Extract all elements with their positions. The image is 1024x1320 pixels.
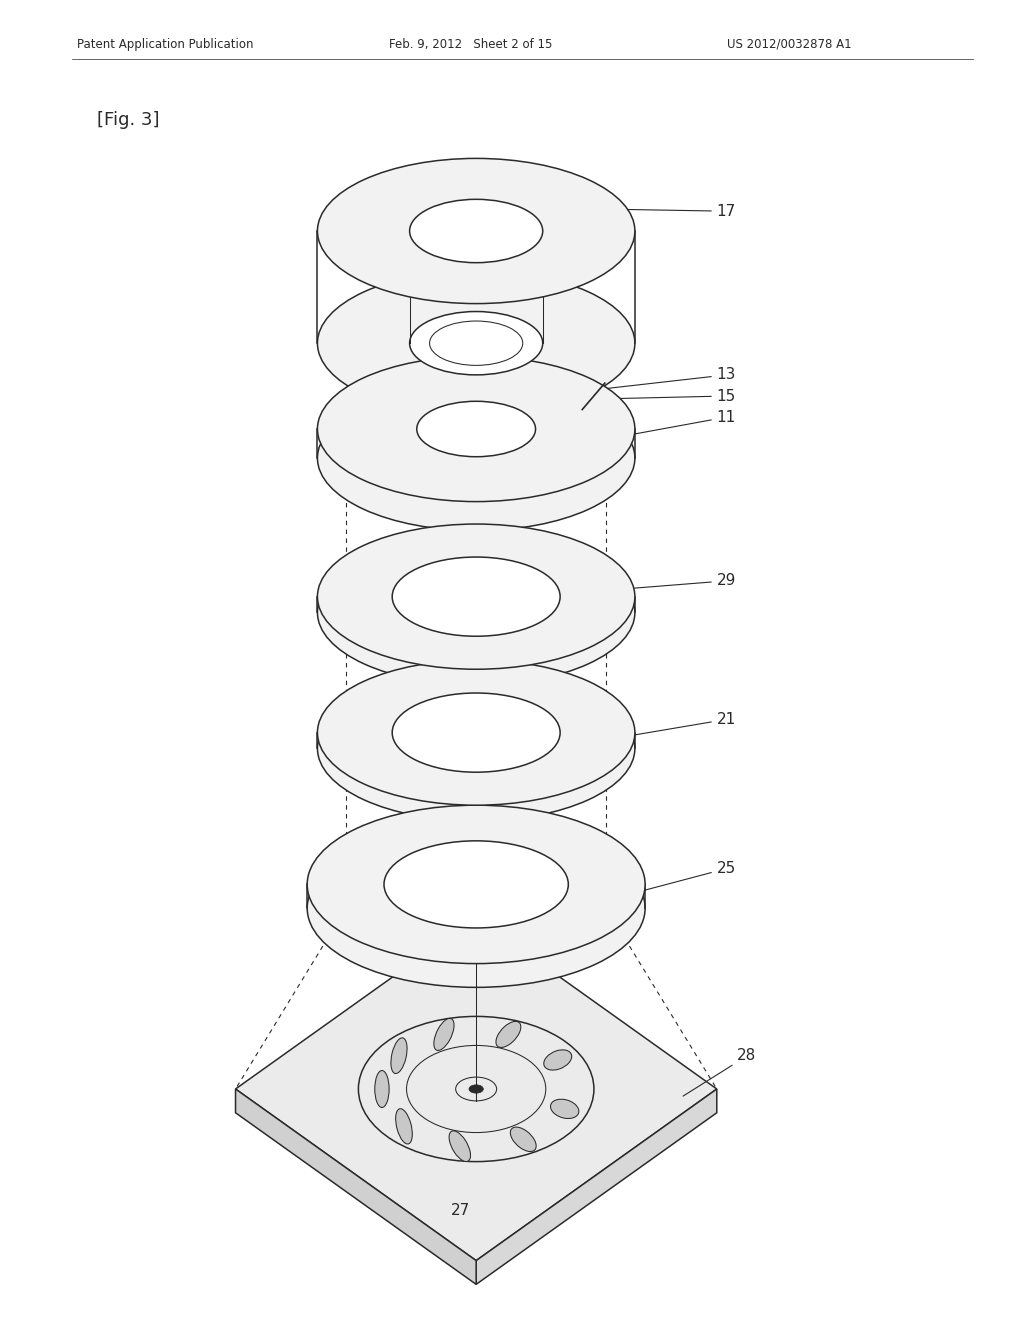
Ellipse shape [384, 865, 568, 952]
Ellipse shape [307, 829, 645, 987]
Ellipse shape [496, 1022, 521, 1048]
Ellipse shape [392, 557, 560, 636]
Text: [Fig. 3]: [Fig. 3] [97, 111, 160, 129]
Polygon shape [236, 1089, 476, 1284]
Polygon shape [476, 1089, 717, 1284]
Ellipse shape [307, 805, 645, 964]
Ellipse shape [317, 271, 635, 416]
Ellipse shape [317, 540, 635, 685]
Text: 15: 15 [601, 388, 736, 404]
Ellipse shape [375, 1071, 389, 1107]
Text: 29: 29 [622, 573, 736, 589]
Text: 21: 21 [630, 711, 736, 735]
Text: Feb. 9, 2012   Sheet 2 of 15: Feb. 9, 2012 Sheet 2 of 15 [389, 37, 553, 50]
Text: US 2012/0032878 A1: US 2012/0032878 A1 [727, 37, 852, 50]
Ellipse shape [391, 1038, 408, 1073]
Ellipse shape [317, 676, 635, 821]
Ellipse shape [395, 1109, 413, 1144]
Text: 17: 17 [613, 203, 736, 219]
Polygon shape [236, 917, 717, 1261]
Ellipse shape [469, 1085, 483, 1093]
Ellipse shape [410, 199, 543, 263]
Ellipse shape [317, 158, 635, 304]
Ellipse shape [384, 841, 568, 928]
Ellipse shape [417, 430, 536, 486]
Ellipse shape [417, 401, 536, 457]
Ellipse shape [450, 1131, 470, 1162]
Ellipse shape [392, 573, 560, 652]
Text: 27: 27 [452, 1203, 470, 1218]
Ellipse shape [510, 1127, 537, 1151]
Ellipse shape [551, 1100, 579, 1118]
Ellipse shape [317, 385, 635, 531]
Ellipse shape [392, 693, 560, 772]
Text: 28: 28 [683, 1048, 757, 1096]
Ellipse shape [434, 1019, 454, 1051]
Ellipse shape [392, 709, 560, 788]
Ellipse shape [317, 660, 635, 805]
Ellipse shape [317, 524, 635, 669]
Text: 13: 13 [598, 367, 736, 389]
Text: Patent Application Publication: Patent Application Publication [77, 37, 253, 50]
Ellipse shape [544, 1049, 571, 1071]
Ellipse shape [317, 356, 635, 502]
Text: 11: 11 [625, 409, 736, 436]
Text: 25: 25 [639, 861, 736, 891]
Ellipse shape [410, 312, 543, 375]
Ellipse shape [430, 321, 523, 366]
